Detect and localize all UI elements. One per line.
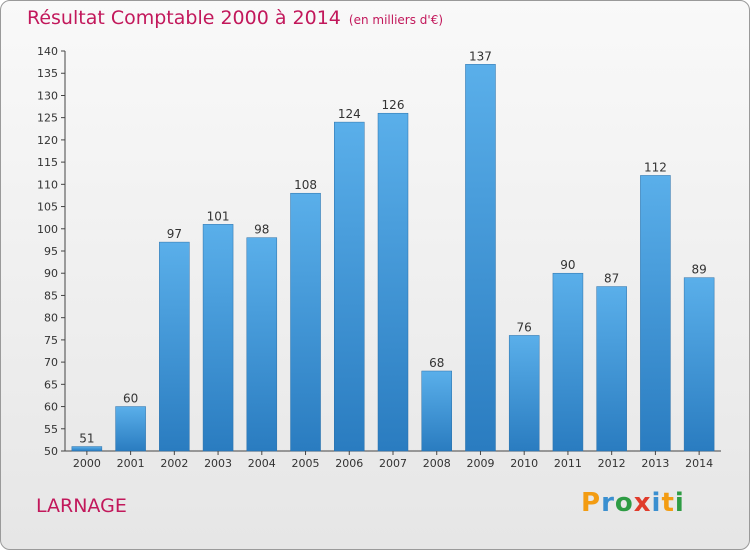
value-label-2013: 112 [644,160,667,174]
y-tick-label: 140 [37,45,58,58]
value-label-2002: 97 [167,227,182,241]
x-tick-label-2002: 2002 [160,457,188,470]
y-tick-label: 90 [44,267,58,280]
bar-2010 [508,335,540,452]
y-tick-label: 85 [44,289,58,302]
y-tick-label: 100 [37,223,58,236]
x-tick-label-2003: 2003 [204,457,232,470]
x-tick-label-2001: 2001 [117,457,145,470]
bar-2011 [552,272,584,452]
logo-letter: r [601,488,615,518]
proxiti-logo: Proxiti [581,488,685,518]
logo-letter: i [651,488,662,518]
x-tick-label-2006: 2006 [335,457,363,470]
y-tick-label: 55 [44,423,58,436]
y-tick-label: 65 [44,378,58,391]
logo-letter: x [633,488,652,518]
bar-2013 [640,175,671,452]
value-label-2011: 90 [560,258,575,272]
value-label-2003: 101 [207,209,230,223]
value-label-2009: 137 [469,49,492,63]
x-tick-label-2010: 2010 [510,457,538,470]
y-tick-label: 120 [37,134,58,147]
logo-letter: o [614,488,634,518]
chart-title-text: Résultat Comptable 2000 à 2014 [27,7,341,29]
bar-2009 [465,64,496,452]
value-label-2008: 68 [429,356,444,370]
bar-2005 [290,192,321,452]
bar-2004 [246,237,278,452]
value-label-2012: 87 [604,272,619,286]
x-tick-label-2007: 2007 [379,457,407,470]
x-tick-label-2004: 2004 [248,457,276,470]
bar-2000 [71,446,103,452]
x-tick-label-2005: 2005 [292,457,320,470]
x-tick-label-2012: 2012 [598,457,626,470]
y-tick-label: 95 [44,245,58,258]
value-label-2001: 60 [123,392,138,406]
value-label-2010: 76 [517,320,532,334]
bar-2012 [596,286,627,452]
y-tick-label: 135 [37,67,58,80]
y-tick-label: 110 [37,178,58,191]
commune-name: LARNAGE [36,495,127,517]
y-tick-label: 105 [37,201,58,214]
logo-letter: i [674,488,685,518]
x-tick-label-2011: 2011 [554,457,582,470]
y-tick-label: 115 [37,156,58,169]
value-label-2007: 126 [382,98,405,112]
x-tick-label-2008: 2008 [423,457,451,470]
logo-letter: t [661,488,675,518]
bar-2014 [683,277,715,452]
bar-2007 [377,112,409,452]
y-tick-label: 80 [44,312,58,325]
value-label-2014: 89 [691,263,706,277]
y-tick-label: 50 [44,445,58,458]
value-label-2000: 51 [79,432,94,446]
x-tick-label-2013: 2013 [641,457,669,470]
y-tick-label: 75 [44,334,58,347]
y-tick-label: 70 [44,356,58,369]
bar-2008 [421,370,452,452]
chart-title: Résultat Comptable 2000 à 2014 (en millie… [27,7,443,29]
y-tick-label: 125 [37,112,58,125]
bar-2001 [115,406,146,452]
chart-unit: (en milliers d'€) [348,13,444,27]
value-label-2004: 98 [254,223,269,237]
bar-2003 [202,224,234,452]
value-label-2006: 124 [338,107,361,121]
y-tick-label: 130 [37,89,58,102]
x-tick-label-2009: 2009 [466,457,494,470]
y-tick-label: 60 [44,401,58,414]
x-tick-label-2000: 2000 [73,457,101,470]
value-label-2005: 108 [294,178,317,192]
logo-letter: P [581,488,602,518]
x-tick-label-2014: 2014 [685,457,713,470]
bar-2006 [334,121,365,452]
bar-2002 [159,241,190,452]
